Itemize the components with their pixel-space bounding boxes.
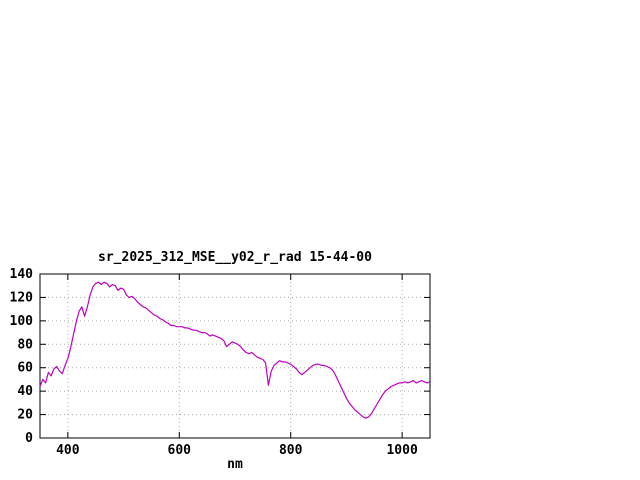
y-tick-label: 40: [17, 384, 33, 399]
grid-lines: [40, 274, 430, 438]
y-tick-labels: 0 20 40 60 80 100 120 140: [10, 267, 34, 446]
spectrum-line: [39, 281, 431, 419]
x-tick-label: 600: [168, 443, 192, 458]
plot-border: [39, 273, 431, 439]
y-tick-label: 20: [17, 408, 33, 423]
y-tick-label: 80: [17, 337, 33, 352]
y-tick-label: 0: [25, 431, 33, 446]
x-tick-label: 1000: [386, 443, 417, 458]
x-tick-labels: 400 600 800 1000: [56, 443, 418, 458]
y-tick-label: 100: [10, 314, 34, 329]
x-tick-label: 800: [279, 443, 303, 458]
x-axis-label: nm: [227, 457, 243, 472]
y-tick-label: 140: [10, 267, 34, 282]
chart-title: sr_2025_312_MSE__y02_r_rad 15-44-00: [98, 250, 372, 265]
x-tick-label: 400: [56, 443, 80, 458]
y-tick-label: 120: [10, 290, 34, 305]
y-tick-label: 60: [17, 361, 33, 376]
